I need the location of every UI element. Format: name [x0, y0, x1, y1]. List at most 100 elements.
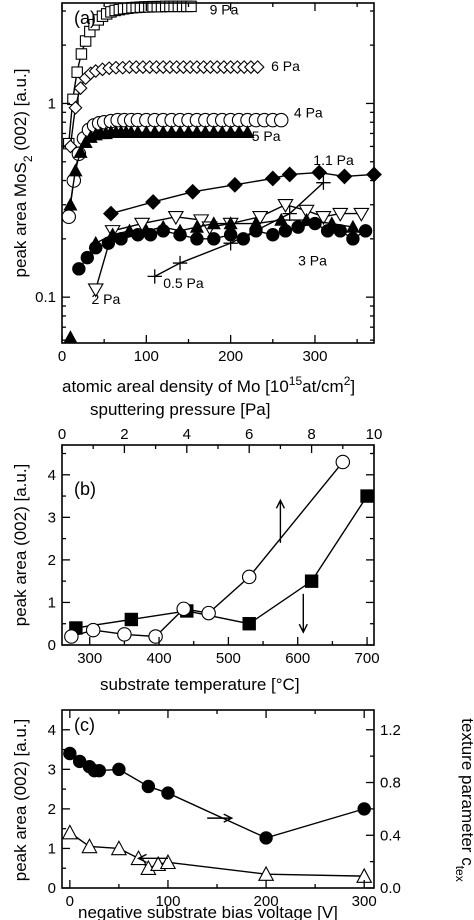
panel-c-marks — [61, 746, 373, 883]
panel-a-point — [103, 205, 119, 222]
panel-a-point — [184, 183, 201, 200]
panel-c-ytick-label: 4 — [48, 722, 56, 739]
panel-a-frame — [61, 2, 375, 344]
panel-c-point — [110, 840, 128, 856]
panel-b-xtick-label: 300 — [77, 650, 102, 667]
panel-a-point — [278, 224, 293, 238]
panel-a-series-5-line — [110, 171, 375, 215]
panel-b-x2tick-label: 2 — [120, 426, 128, 443]
panel-a-point — [358, 224, 373, 238]
panel-c-y2label: texture parameter ctex — [453, 718, 474, 881]
panel-c-y2tick-label: 0.0 — [380, 880, 401, 897]
panel-a-point — [156, 125, 171, 138]
panel-a-point — [72, 262, 86, 276]
panel-b-frame — [61, 444, 375, 646]
panel-a-annotation: 4 Pa — [294, 104, 323, 120]
panel-b: sputtering pressure [Pa] 300 400 500 600 700… — [11, 400, 382, 694]
panel-a-point — [147, 125, 162, 138]
panel-c-xtick-label: 0 — [66, 893, 74, 910]
panel-c-xtick-label: 100 — [155, 893, 180, 910]
panel-b-ticks: 300 400 500 600 700 0 2 4 6 8 10 0 1 2 3 4 — [48, 426, 383, 667]
panel-a-point — [206, 216, 221, 230]
panel-a-point — [80, 250, 94, 265]
panel-a-point — [346, 232, 360, 246]
panel-a-point — [332, 207, 349, 222]
panel-b-point — [124, 612, 139, 627]
panel-c-xlabel: negative substrate bias voltage [V] — [78, 903, 338, 920]
panel-c-point — [161, 786, 175, 800]
panel-b-point — [148, 629, 163, 644]
panel-b-label: (b) — [74, 479, 96, 499]
panel-a-annotation: 1.1 Pa — [313, 152, 354, 168]
panel-a-point — [88, 235, 103, 249]
panel-a-annotation: 2 Pa — [92, 291, 121, 307]
panel-a-point — [345, 219, 360, 233]
panel-b-arrow-top-axis — [275, 498, 286, 543]
panel-c-label: (c) — [74, 715, 95, 735]
panel-a-xtick-label: 300 — [302, 348, 327, 365]
panel-b-ytick-label: 2 — [48, 552, 56, 569]
panel-a-point — [122, 223, 137, 237]
panel-c-point — [259, 831, 273, 845]
panel-a-point — [139, 125, 154, 138]
panel-a-point — [71, 66, 83, 78]
panel-a-point — [63, 197, 78, 211]
panel-a-xlabel: atomic areal density of Mo [1015at/cm2] — [62, 374, 355, 396]
panel-a-series-3-line — [69, 131, 248, 205]
panel-a-point — [206, 125, 221, 138]
panel-b-ylabel: peak area (002) [a.u.] — [11, 464, 30, 627]
panel-a-xtick-label: 0 — [58, 348, 66, 365]
panel-a-point — [73, 81, 88, 96]
panel-c-arrow-right-axis — [207, 813, 234, 823]
panel-c-point — [159, 853, 177, 870]
panel-a-point — [223, 216, 238, 230]
panel-a-point — [240, 125, 255, 138]
panel-a-label: (a) — [74, 8, 96, 28]
panel-a-point — [266, 228, 280, 242]
panel-c-y2tick-label: 0.4 — [380, 827, 401, 844]
panel-b-x2label: sputtering pressure [Pa] — [90, 400, 270, 419]
panel-a-point — [73, 144, 88, 158]
panel-b-x2tick-label: 0 — [58, 426, 66, 443]
panel-b-point — [85, 622, 101, 638]
panel-c-ytick-label: 3 — [48, 761, 56, 778]
panel-a-xtick-label: 100 — [134, 348, 159, 365]
panel-a-point — [232, 125, 247, 138]
panel-c-arrow-left-axis — [136, 853, 168, 863]
panel-a-point — [68, 100, 83, 115]
panel-a-point — [156, 219, 171, 233]
panel-b-xtick-label: 700 — [355, 650, 380, 667]
panel-a-point — [299, 212, 314, 226]
panel-c: 0 100 200 300 0 1 2 3 4 0.0 0.4 0.8 1.2 (c) negative… — [11, 709, 474, 920]
panel-a-point — [250, 60, 265, 75]
panel-a-point — [223, 228, 238, 242]
panel-a-point — [215, 125, 230, 138]
panel-b-point — [335, 454, 351, 470]
panel-a-point — [87, 283, 104, 298]
panel-a-point — [105, 227, 120, 241]
panel-a-annotation: 3 Pa — [298, 252, 327, 268]
panel-c-ytick-label: 0 — [48, 880, 56, 897]
panel-a-ylabel: peak area MoS2 (002) [a.u.] — [11, 69, 35, 278]
panel-a-point — [273, 112, 289, 128]
panel-c-xtick-label: 300 — [352, 893, 377, 910]
panel-c-y2tick-label: 1.2 — [380, 722, 401, 739]
panel-b-point — [201, 605, 216, 621]
panel-a-point — [281, 166, 298, 183]
panel-a-point — [353, 207, 370, 222]
panel-a-xtick-label: 200 — [218, 348, 243, 365]
panel-a-point — [189, 125, 204, 138]
panel-c-point — [63, 746, 77, 761]
panel-c-y2tick-label: 0.8 — [380, 775, 401, 792]
panel-a-point — [207, 232, 221, 246]
panel-c-ylabel: peak area (002) [a.u.] — [11, 719, 30, 882]
panel-c-ytick-label: 2 — [48, 801, 56, 818]
panel-c-point — [61, 824, 78, 840]
panel-a-ytick-label: 0.1 — [35, 289, 56, 306]
panel-a-point — [68, 163, 83, 177]
panel-b-point — [304, 574, 319, 588]
panel-b-xtick-label: 600 — [285, 650, 310, 667]
panel-c-point — [92, 763, 106, 778]
panel-a-point — [173, 125, 188, 138]
panel-a-annotation: 9 Pa — [210, 2, 239, 18]
